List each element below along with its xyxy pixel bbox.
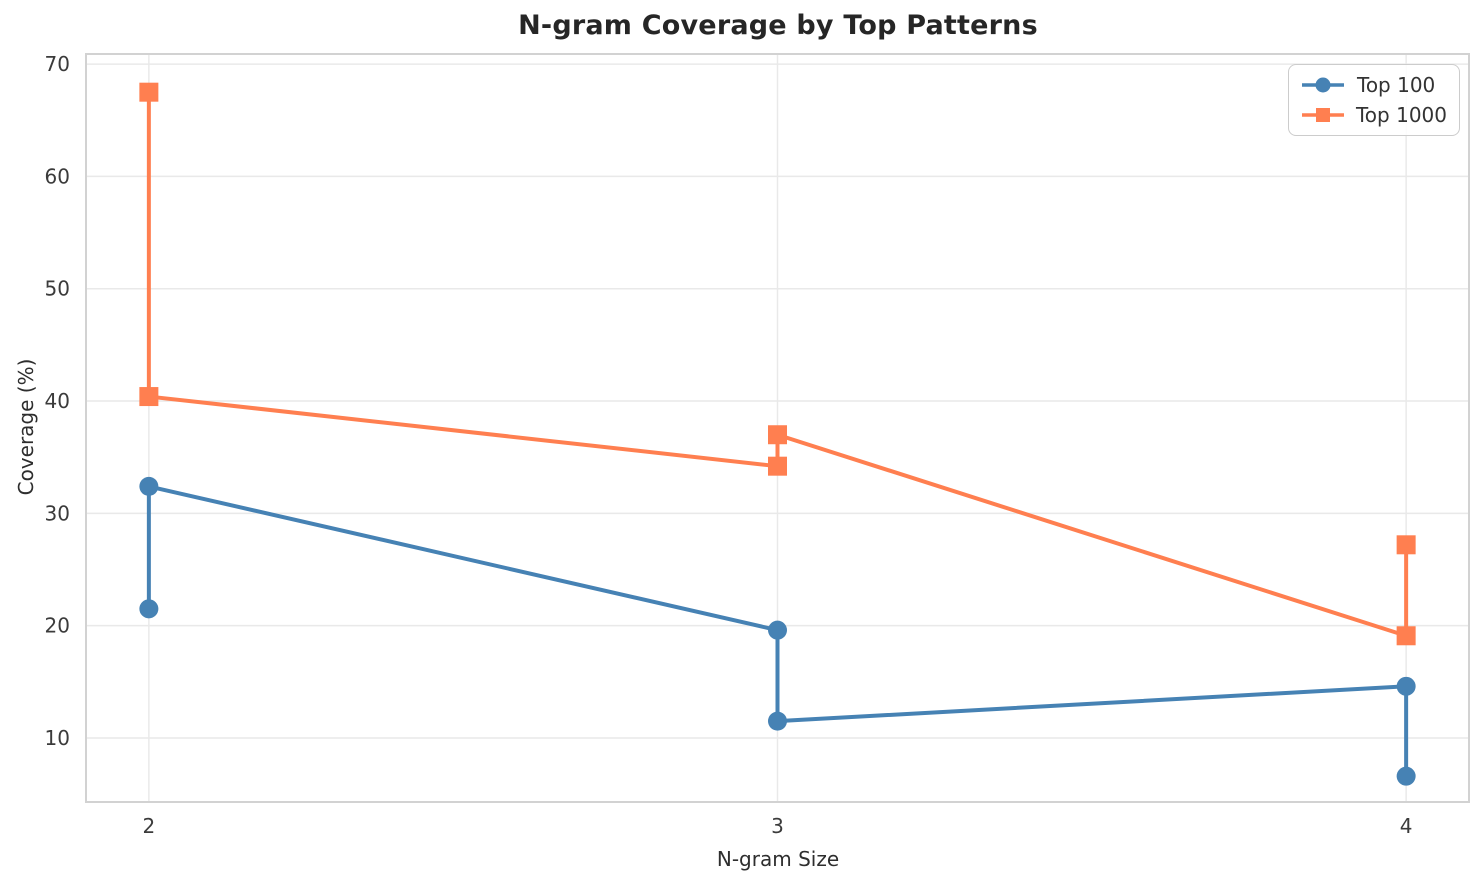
x-tick-label: 2	[142, 814, 155, 838]
data-point-top-1000	[1396, 626, 1416, 646]
legend-item-top-1000: Top 1000	[1301, 103, 1447, 127]
x-axis-label: N-gram Size	[716, 847, 840, 871]
data-point-top-1000	[139, 387, 159, 407]
data-point-top-100	[768, 711, 787, 731]
series-path-top-1000	[146, 90, 1409, 638]
y-tick-label: 10	[45, 726, 70, 750]
y-tick-label: 70	[45, 52, 70, 76]
legend-label-top-1000: Top 1000	[1355, 103, 1447, 127]
legend-item-top-100: Top 100	[1301, 73, 1447, 97]
data-point-top-1000	[768, 456, 787, 476]
legend-swatch-top-1000	[1302, 108, 1344, 122]
x-tick-label: 4	[1400, 814, 1413, 838]
y-tick-label: 40	[45, 389, 70, 413]
y-tick-label: 50	[45, 277, 70, 301]
data-point-top-100	[139, 599, 159, 619]
data-point-top-100	[768, 620, 787, 640]
legend: Top 100 Top 1000	[1288, 64, 1460, 136]
legend-square-marker-icon	[1316, 108, 1330, 122]
data-point-top-1000	[139, 82, 159, 102]
data-point-top-100	[1396, 766, 1416, 786]
data-point-top-100	[139, 476, 159, 496]
data-point-top-1000	[768, 425, 787, 445]
legend-circle-marker-icon	[1315, 77, 1331, 93]
data-point-top-1000	[1396, 535, 1416, 555]
y-tick-label: 20	[45, 614, 70, 638]
chart-title: N-gram Coverage by Top Patterns	[518, 10, 1038, 41]
y-axis-label: Coverage (%)	[14, 358, 38, 496]
series-path-top-100	[146, 484, 1409, 779]
data-point-top-100	[1396, 676, 1416, 696]
y-tick-label: 60	[45, 164, 70, 188]
x-tick-label: 3	[771, 814, 784, 838]
legend-swatch-top-100	[1302, 77, 1344, 93]
legend-label-top-100: Top 100	[1357, 73, 1436, 97]
y-tick-label: 30	[45, 501, 70, 525]
axes-frame	[85, 53, 1470, 803]
